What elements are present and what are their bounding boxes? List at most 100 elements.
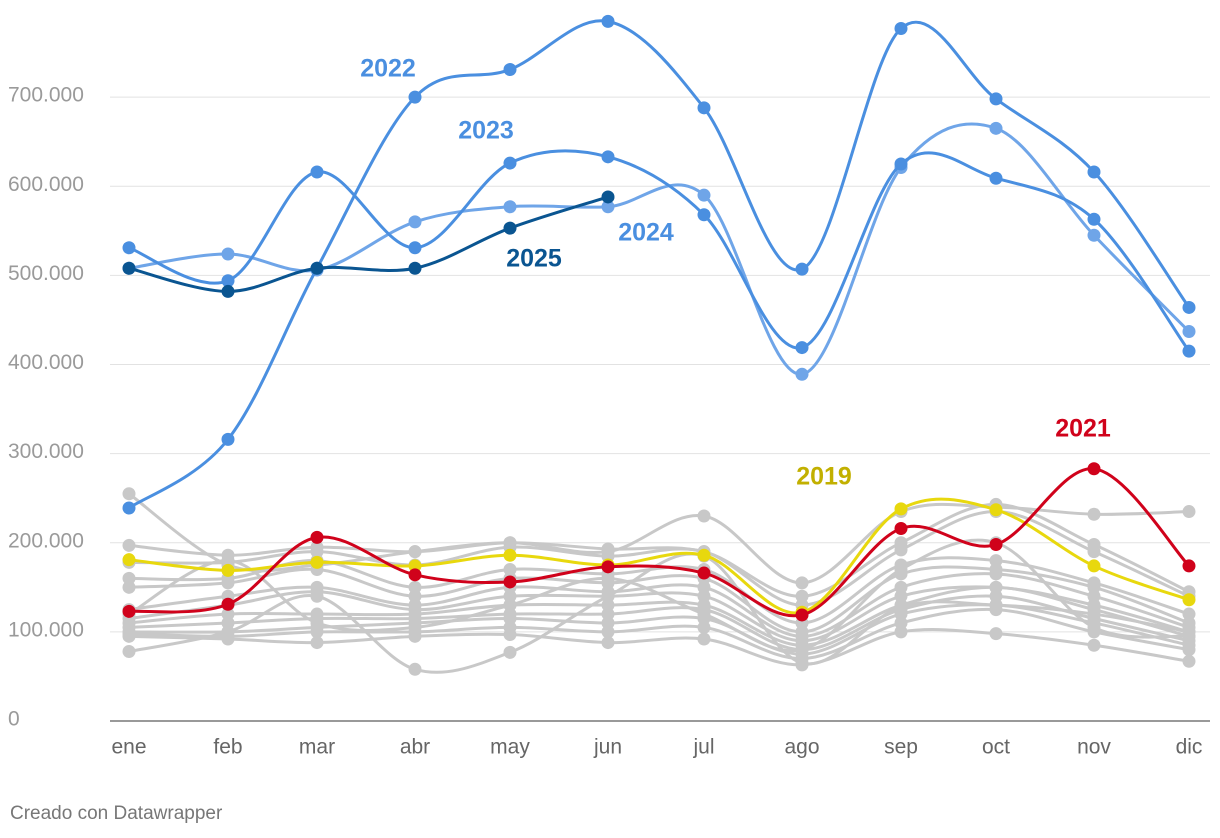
data-point [310, 165, 324, 179]
data-point [408, 90, 422, 104]
y-tick-label: 400.000 [8, 351, 84, 374]
data-point [894, 580, 908, 594]
data-point [795, 589, 809, 603]
series-line [128, 607, 1190, 661]
y-tick-label: 500.000 [8, 262, 84, 285]
series-label: 2019 [796, 463, 852, 491]
data-point [503, 645, 517, 659]
data-point [795, 341, 809, 355]
series-line [128, 603, 1190, 656]
data-point [503, 575, 517, 589]
data-point [408, 545, 422, 559]
data-point [221, 576, 235, 590]
series-label: 2022 [360, 55, 416, 83]
data-point [503, 62, 517, 76]
data-point [601, 589, 615, 603]
data-point [697, 589, 711, 603]
data-point [1087, 462, 1101, 476]
x-tick-label: jul [692, 736, 714, 759]
data-point [1087, 638, 1101, 652]
data-point [989, 503, 1003, 517]
data-point [601, 571, 615, 585]
data-point [894, 521, 908, 535]
data-point [221, 284, 235, 298]
data-point [1182, 344, 1196, 358]
data-point [989, 121, 1003, 135]
data-point [795, 576, 809, 590]
data-point [697, 566, 711, 580]
data-point [697, 509, 711, 523]
data-point [221, 432, 235, 446]
data-point [697, 607, 711, 621]
x-tick-label: nov [1077, 736, 1111, 759]
data-point [503, 628, 517, 642]
data-point [1182, 505, 1196, 519]
data-point [1087, 165, 1101, 179]
series-label: 2025 [506, 245, 562, 273]
x-tick-label: jun [593, 736, 622, 759]
series-line [128, 538, 1190, 653]
data-point [1182, 643, 1196, 657]
y-tick-label: 700.000 [8, 84, 84, 107]
data-point [697, 208, 711, 222]
series-line [128, 122, 1191, 376]
data-point [1087, 607, 1101, 621]
data-point [601, 549, 615, 563]
data-point [601, 14, 615, 28]
x-tick-label: dic [1176, 736, 1203, 759]
data-point [221, 625, 235, 639]
data-point [503, 589, 517, 603]
data-point [310, 616, 324, 630]
data-point [122, 553, 136, 567]
data-point [408, 629, 422, 643]
data-point [697, 101, 711, 115]
data-point [221, 247, 235, 261]
data-point [894, 589, 908, 603]
data-point [408, 215, 422, 229]
data-point [1087, 507, 1101, 521]
data-point [122, 538, 136, 552]
x-tick-label: may [490, 736, 530, 759]
source-note: Creado con Datawrapper [10, 803, 223, 824]
x-tick-label: feb [213, 736, 242, 759]
data-point [1182, 607, 1196, 621]
series-line [128, 628, 1190, 667]
data-point [894, 562, 908, 576]
data-point [408, 620, 422, 634]
data-point [697, 632, 711, 646]
series-label: 2024 [618, 219, 674, 247]
data-point [408, 580, 422, 594]
data-point [1087, 545, 1101, 559]
data-point [894, 502, 908, 516]
y-tick-label: 100.000 [8, 618, 84, 641]
data-point [503, 612, 517, 626]
data-point [122, 241, 136, 255]
series-line [128, 149, 1191, 353]
data-point [1182, 559, 1196, 573]
data-point [989, 567, 1003, 581]
data-point [894, 21, 908, 35]
data-point [122, 580, 136, 594]
data-point [795, 608, 809, 622]
data-point [310, 545, 324, 559]
data-point [894, 543, 908, 557]
data-point [503, 221, 517, 235]
data-point [122, 261, 136, 275]
data-point [1087, 589, 1101, 603]
y-tick-label: 0 [8, 708, 20, 731]
x-tick-label: abr [400, 736, 430, 759]
data-point [601, 560, 615, 574]
data-point [310, 589, 324, 603]
data-point [989, 538, 1003, 552]
data-point [697, 548, 711, 562]
data-point [601, 150, 615, 164]
data-point [601, 190, 615, 204]
x-tick-label: sep [884, 736, 918, 759]
data-point [221, 607, 235, 621]
data-point [894, 625, 908, 639]
data-point [310, 555, 324, 569]
data-point [795, 643, 809, 657]
data-point [1182, 629, 1196, 643]
data-point [601, 636, 615, 650]
data-point [989, 589, 1003, 603]
